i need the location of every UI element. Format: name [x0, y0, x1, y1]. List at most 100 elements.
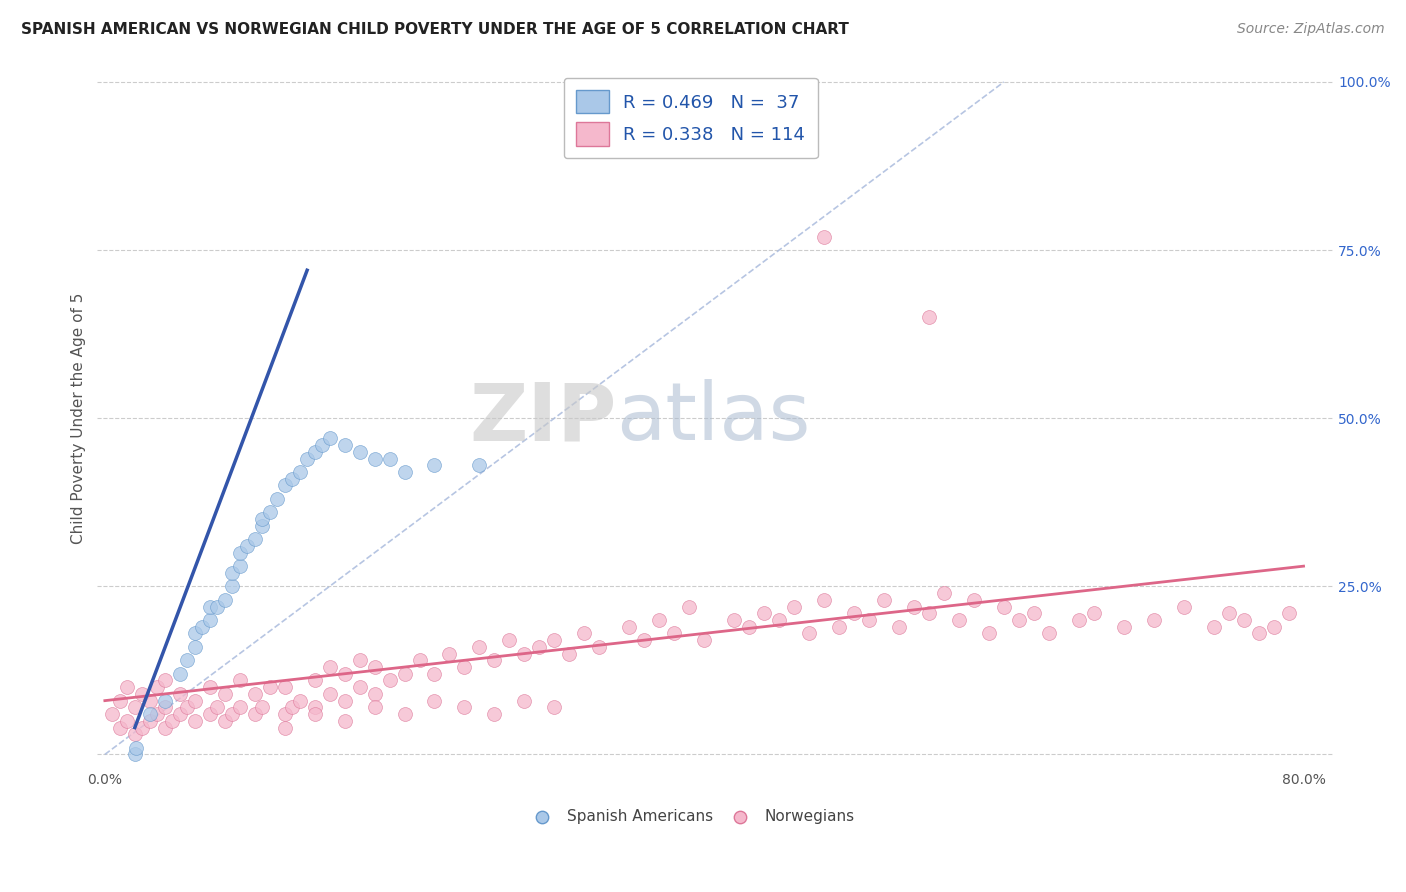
Point: [858, 613, 880, 627]
Point: [221, 579, 243, 593]
Point: [318, 431, 340, 445]
Point: [214, 687, 236, 701]
Point: [813, 229, 835, 244]
Point: [768, 613, 790, 627]
Point: [139, 693, 162, 707]
Point: [797, 626, 820, 640]
Point: [664, 626, 686, 640]
Point: [266, 491, 288, 506]
Point: [468, 458, 491, 473]
Point: [1067, 613, 1090, 627]
Point: [273, 680, 295, 694]
Point: [484, 707, 506, 722]
Point: [678, 599, 700, 614]
Point: [543, 700, 565, 714]
Point: [184, 693, 207, 707]
Point: [139, 714, 162, 728]
Point: [214, 714, 236, 728]
Point: [333, 693, 356, 707]
Point: [783, 599, 806, 614]
Point: [887, 620, 910, 634]
Point: [288, 693, 311, 707]
Point: [304, 707, 326, 722]
Point: [146, 707, 169, 722]
Point: [903, 599, 925, 614]
Point: [349, 653, 371, 667]
Text: Norwegians: Norwegians: [765, 809, 855, 824]
Point: [813, 592, 835, 607]
Point: [349, 680, 371, 694]
Text: atlas: atlas: [617, 379, 811, 458]
Point: [484, 653, 506, 667]
Point: [873, 795, 896, 809]
Point: [752, 606, 775, 620]
Point: [153, 700, 176, 714]
Point: [498, 633, 520, 648]
Point: [243, 533, 266, 547]
Point: [873, 592, 896, 607]
Point: [619, 620, 641, 634]
Point: [423, 458, 446, 473]
Point: [304, 445, 326, 459]
Point: [513, 693, 536, 707]
Point: [288, 465, 311, 479]
Point: [1022, 606, 1045, 620]
Point: [243, 687, 266, 701]
Point: [184, 640, 207, 654]
Point: [295, 451, 318, 466]
Point: [588, 640, 610, 654]
Point: [439, 647, 461, 661]
Point: [932, 586, 955, 600]
Point: [738, 620, 761, 634]
Point: [153, 693, 176, 707]
Point: [1247, 626, 1270, 640]
Point: [828, 620, 851, 634]
Point: [131, 687, 153, 701]
Point: [205, 700, 228, 714]
Point: [963, 592, 986, 607]
Point: [146, 680, 169, 694]
Point: [453, 660, 475, 674]
Point: [529, 640, 551, 654]
Point: [1083, 606, 1105, 620]
Point: [948, 613, 970, 627]
Point: [1202, 620, 1225, 634]
Point: [842, 606, 865, 620]
Point: [184, 626, 207, 640]
Point: [125, 740, 148, 755]
Point: [198, 680, 221, 694]
Point: [349, 445, 371, 459]
Point: [977, 626, 1000, 640]
Point: [124, 747, 146, 762]
Point: [205, 599, 228, 614]
Point: [228, 673, 250, 688]
Point: [693, 633, 716, 648]
Point: [273, 707, 295, 722]
Point: [918, 310, 941, 325]
Point: [633, 633, 655, 648]
Point: [228, 546, 250, 560]
Point: [221, 566, 243, 580]
Point: [236, 539, 259, 553]
Legend: R = 0.469   N =  37, R = 0.338   N = 114: R = 0.469 N = 37, R = 0.338 N = 114: [564, 78, 818, 158]
Point: [139, 707, 162, 722]
Point: [108, 721, 131, 735]
Point: [394, 707, 416, 722]
Point: [468, 640, 491, 654]
Point: [243, 707, 266, 722]
Point: [176, 700, 198, 714]
Point: [131, 721, 153, 735]
Point: [153, 673, 176, 688]
Text: Source: ZipAtlas.com: Source: ZipAtlas.com: [1237, 22, 1385, 37]
Point: [363, 451, 385, 466]
Text: Spanish Americans: Spanish Americans: [567, 809, 713, 824]
Point: [318, 687, 340, 701]
Point: [1173, 599, 1195, 614]
Point: [423, 666, 446, 681]
Point: [124, 727, 146, 741]
Point: [273, 478, 295, 492]
Point: [453, 700, 475, 714]
Point: [250, 518, 273, 533]
Point: [228, 700, 250, 714]
Point: [281, 472, 304, 486]
